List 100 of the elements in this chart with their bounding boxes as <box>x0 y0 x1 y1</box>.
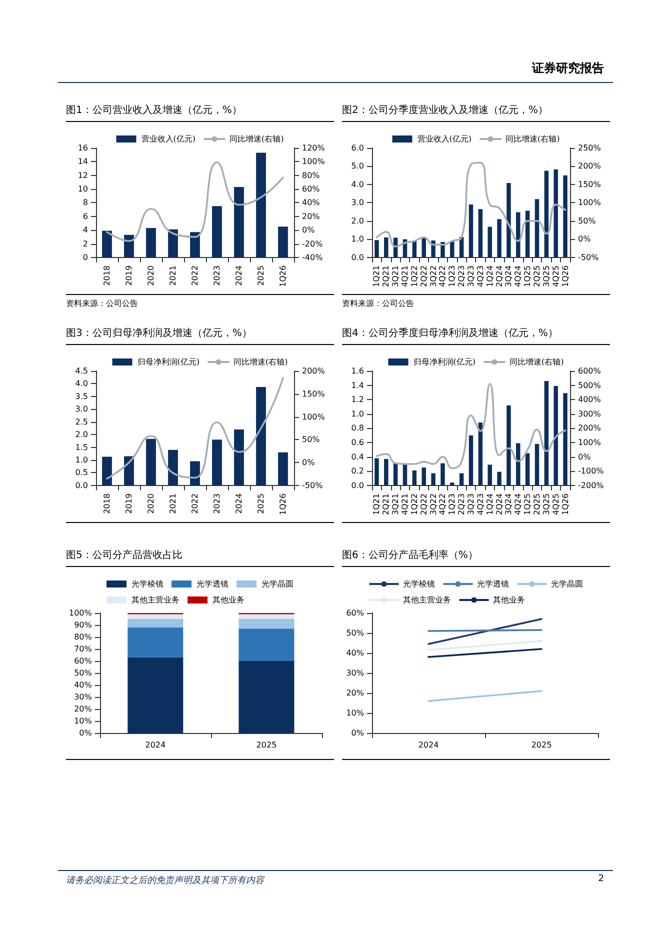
x-tick-label: 2025 <box>256 740 277 750</box>
y-tick-label: 8 <box>82 198 88 208</box>
line-series <box>106 161 284 242</box>
chart-title: 图1：公司营业收入及增速（亿元，%） <box>66 103 334 122</box>
y-tick-label: 5.0 <box>351 162 364 171</box>
x-tick-label: 2019 <box>124 493 134 514</box>
x-tick-label: 4Q24 <box>514 493 523 516</box>
x-tick-label: 2Q23 <box>457 265 466 288</box>
x-tick-label: 2024 <box>145 740 166 750</box>
bar <box>488 226 492 258</box>
bar <box>506 405 511 486</box>
y2-tick-label: 50% <box>302 435 320 444</box>
y-tick-label: 30% <box>74 692 92 702</box>
y2-tick-label: 600% <box>578 366 602 376</box>
legend-label: 光学棱镜 <box>403 580 435 588</box>
bar <box>563 175 568 258</box>
y2-tick-label: 60% <box>302 184 320 194</box>
bar <box>278 452 288 486</box>
y2-tick-label: 0% <box>302 458 316 468</box>
bar <box>506 183 511 258</box>
x-tick-label: 4Q24 <box>514 265 523 288</box>
bar <box>563 393 568 486</box>
bar <box>128 619 184 628</box>
x-tick-label: 2Q24 <box>494 493 504 516</box>
y2-tick-label: 20% <box>302 212 320 221</box>
y-tick-label: 60% <box>346 608 364 618</box>
bar <box>554 386 558 486</box>
y-tick-label: 4.5 <box>75 366 88 376</box>
y-tick-label: 2 <box>82 239 88 248</box>
x-tick-label: 4Q23 <box>476 265 485 288</box>
bar <box>374 458 379 486</box>
y2-tick-label: 120% <box>302 144 326 152</box>
bar <box>234 429 244 486</box>
bar <box>212 440 222 486</box>
x-tick-label: 2022 <box>190 493 200 514</box>
y2-tick-label: 100% <box>302 412 326 422</box>
x-tick-label: 3Q22 <box>428 493 438 516</box>
bar <box>422 237 426 258</box>
x-tick-label: 1Q21 <box>372 265 382 288</box>
x-tick-label: 2019 <box>124 265 134 286</box>
y-tick-label: 20% <box>74 704 92 714</box>
y-tick-label: 40% <box>74 680 92 690</box>
y-tick-label: 0.0 <box>351 480 364 490</box>
bar <box>238 628 294 661</box>
y2-tick-label: -20% <box>302 239 324 248</box>
legend-label: 同比增速(右轴) <box>506 134 560 144</box>
y2-tick-label: 0% <box>578 452 592 462</box>
legend-label: 光学晶圆 <box>551 580 583 588</box>
bar <box>525 210 530 258</box>
bar <box>478 209 483 258</box>
x-tick-label: 1Q26 <box>560 265 570 288</box>
x-tick-label: 3Q23 <box>466 493 476 516</box>
bar <box>459 473 464 486</box>
y-tick-label: 3.0 <box>351 198 364 208</box>
x-tick-label: 2023 <box>212 493 222 514</box>
y-tick-label: 50% <box>346 628 364 638</box>
x-tick-label: 1Q24 <box>485 493 494 516</box>
bar <box>146 228 156 258</box>
y2-tick-label: -50% <box>578 252 600 262</box>
y-tick-label: 1.5 <box>75 442 88 452</box>
text: 资料来源：公司公告 <box>342 298 415 309</box>
bar <box>554 169 558 258</box>
x-tick-label: 2024 <box>234 265 244 286</box>
text: 资料来源：公司公告 <box>66 298 139 309</box>
x-tick-label: 2018 <box>102 265 112 286</box>
bar <box>402 464 408 486</box>
legend-label: 其他主营业务 <box>132 596 180 604</box>
y-tick-label: 16 <box>78 144 88 152</box>
bar <box>422 468 426 486</box>
legend-label: 光学晶圆 <box>262 580 294 588</box>
y-tick-label: 1.6 <box>351 366 364 376</box>
y-tick-label: 70% <box>74 644 92 654</box>
x-tick-label: 2Q22 <box>419 493 428 516</box>
bar <box>168 229 178 258</box>
x-tick-label: 2023 <box>212 265 222 286</box>
line-series <box>106 376 284 480</box>
y2-tick-label: 50% <box>578 216 596 226</box>
bar <box>516 212 520 258</box>
y-tick-label: 0.4 <box>351 452 364 462</box>
x-tick-label: 2Q25 <box>532 265 542 288</box>
legend-label: 同比增速(右轴) <box>230 134 284 144</box>
y-tick-label: 12 <box>78 170 88 180</box>
y2-tick-label: 150% <box>578 180 602 189</box>
x-tick-label: 4Q22 <box>438 493 448 516</box>
x-tick-label: 1Q26 <box>560 493 570 516</box>
bar <box>238 614 294 619</box>
legend-label: 光学棱镜 <box>132 580 164 588</box>
x-tick-label: 2024 <box>234 493 244 514</box>
bar <box>212 206 222 258</box>
y-tick-label: 10% <box>74 716 92 726</box>
y2-tick-label: 100% <box>578 438 602 448</box>
bar <box>544 381 549 486</box>
bar <box>450 482 454 486</box>
y-tick-label: 4 <box>82 226 88 235</box>
y2-tick-label: 150% <box>302 389 326 398</box>
text: 2 <box>598 874 604 884</box>
y-tick-label: 0.2 <box>351 466 364 476</box>
bar <box>497 472 502 486</box>
chart-title: 图3：公司归母净利润及增速（亿元，%） <box>66 326 334 345</box>
legend-label: 营业收入(亿元) <box>141 134 196 144</box>
